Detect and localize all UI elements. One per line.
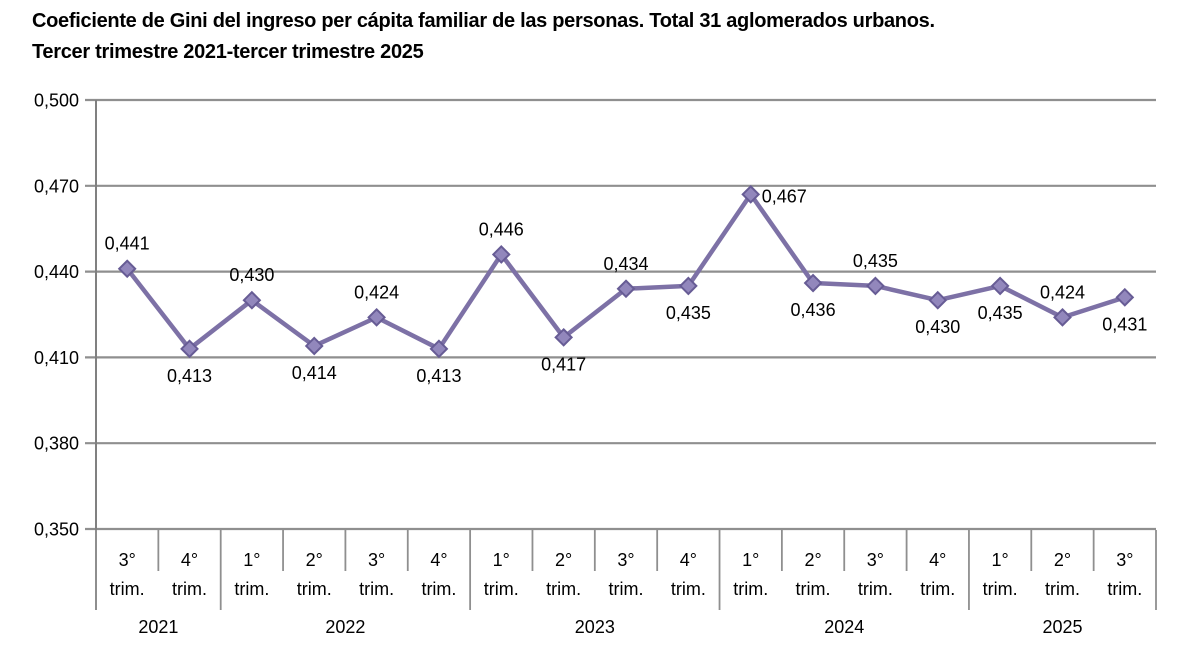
quarter-tick-label: 1° bbox=[493, 550, 510, 570]
quarter-suffix-label: trim. bbox=[172, 579, 207, 599]
quarter-tick-label: 4° bbox=[181, 550, 198, 570]
data-point-marker bbox=[117, 259, 137, 279]
quarter-suffix-label: trim. bbox=[858, 579, 893, 599]
quarter-suffix-label: trim. bbox=[609, 579, 644, 599]
quarter-tick-label: 4° bbox=[680, 550, 697, 570]
data-point-label: 0,435 bbox=[853, 251, 898, 271]
quarter-tick-label: 1° bbox=[742, 550, 759, 570]
quarter-tick-label: 3° bbox=[119, 550, 136, 570]
data-point-marker bbox=[491, 245, 511, 264]
data-point-marker bbox=[616, 279, 636, 299]
data-point-marker bbox=[180, 339, 199, 359]
data-point-label: 0,417 bbox=[541, 354, 586, 374]
year-label: 2021 bbox=[138, 617, 178, 637]
quarter-tick-label: 3° bbox=[368, 550, 385, 570]
quarter-suffix-label: trim. bbox=[983, 579, 1018, 599]
data-point-marker bbox=[865, 276, 885, 296]
year-label: 2024 bbox=[824, 617, 864, 637]
data-point-label: 0,434 bbox=[603, 254, 648, 274]
y-tick-label: 0,440 bbox=[34, 262, 79, 282]
quarter-suffix-label: trim. bbox=[796, 579, 831, 599]
data-point-label: 0,430 bbox=[229, 265, 274, 285]
data-point-marker bbox=[554, 327, 574, 347]
chart-title-line1: Coeficiente de Gini del ingreso per cápi… bbox=[32, 10, 935, 32]
data-point-label: 0,436 bbox=[791, 300, 836, 320]
data-point-label: 0,441 bbox=[105, 234, 150, 254]
year-label: 2023 bbox=[575, 617, 615, 637]
data-point-label: 0,413 bbox=[167, 366, 212, 386]
quarter-suffix-label: trim. bbox=[920, 579, 955, 599]
data-point-marker bbox=[242, 290, 262, 310]
data-point-marker bbox=[1115, 287, 1135, 307]
quarter-tick-label: 3° bbox=[1116, 550, 1133, 570]
quarter-tick-label: 2° bbox=[555, 550, 572, 570]
data-point-label: 0,431 bbox=[1102, 314, 1147, 334]
quarter-tick-label: 1° bbox=[992, 550, 1009, 570]
quarter-suffix-label: trim. bbox=[297, 579, 332, 599]
y-tick-label: 0,500 bbox=[34, 91, 79, 111]
quarter-suffix-label: trim. bbox=[110, 579, 145, 599]
y-tick-label: 0,470 bbox=[34, 176, 79, 196]
y-tick-label: 0,410 bbox=[34, 348, 79, 368]
data-point-marker bbox=[1053, 307, 1072, 327]
data-point-marker bbox=[367, 307, 387, 327]
quarter-suffix-label: trim. bbox=[484, 579, 519, 599]
chart-title: Coeficiente de Gini del ingreso per cápi… bbox=[32, 6, 935, 68]
chart-title-line2: Tercer trimestre 2021-tercer trimestre 2… bbox=[32, 41, 424, 63]
data-point-label: 0,435 bbox=[978, 303, 1023, 323]
data-point-label: 0,446 bbox=[479, 219, 524, 239]
quarter-suffix-label: trim. bbox=[1107, 579, 1142, 599]
quarter-tick-label: 3° bbox=[617, 550, 634, 570]
data-point-marker bbox=[803, 273, 823, 293]
quarter-suffix-label: trim. bbox=[546, 579, 581, 599]
data-point-label: 0,414 bbox=[292, 363, 337, 383]
data-point-marker bbox=[990, 276, 1010, 296]
quarter-tick-label: 2° bbox=[306, 550, 323, 570]
quarter-tick-label: 2° bbox=[1054, 550, 1071, 570]
quarter-suffix-label: trim. bbox=[359, 579, 394, 599]
quarter-suffix-label: trim. bbox=[1045, 579, 1080, 599]
year-label: 2025 bbox=[1042, 617, 1082, 637]
quarter-tick-label: 4° bbox=[430, 550, 447, 570]
year-label: 2022 bbox=[325, 617, 365, 637]
data-point-label: 0,467 bbox=[762, 186, 807, 206]
quarter-suffix-label: trim. bbox=[671, 579, 706, 599]
quarter-suffix-label: trim. bbox=[421, 579, 456, 599]
y-tick-label: 0,380 bbox=[34, 434, 79, 454]
y-tick-label: 0,350 bbox=[34, 520, 79, 540]
data-point-label: 0,424 bbox=[1040, 282, 1085, 302]
quarter-tick-label: 2° bbox=[804, 550, 821, 570]
data-point-marker bbox=[304, 336, 324, 356]
data-point-label: 0,413 bbox=[416, 366, 461, 386]
data-point-marker bbox=[678, 276, 698, 296]
quarter-tick-label: 3° bbox=[867, 550, 884, 570]
quarter-tick-label: 4° bbox=[929, 550, 946, 570]
quarter-tick-label: 1° bbox=[243, 550, 260, 570]
quarter-suffix-label: trim. bbox=[234, 579, 269, 599]
data-point-label: 0,430 bbox=[915, 317, 960, 337]
quarter-suffix-label: trim. bbox=[733, 579, 768, 599]
data-point-marker bbox=[928, 290, 948, 310]
data-point-label: 0,435 bbox=[666, 303, 711, 323]
data-point-marker bbox=[741, 184, 761, 204]
data-point-marker bbox=[429, 339, 449, 359]
data-point-label: 0,424 bbox=[354, 282, 399, 302]
